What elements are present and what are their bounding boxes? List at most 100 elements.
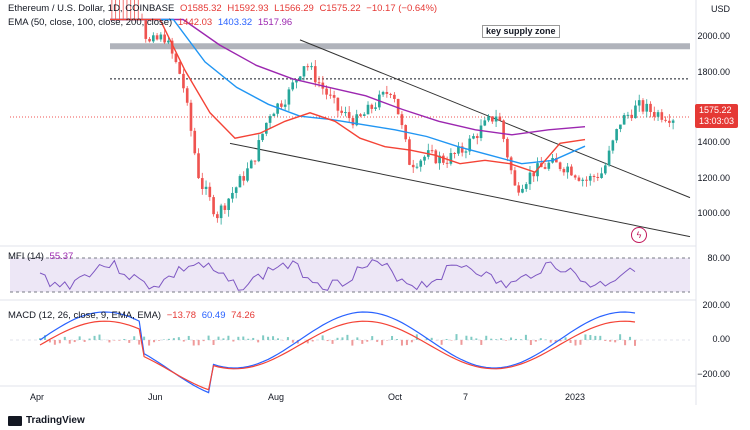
- candle-body: [151, 35, 155, 42]
- last-price: 1575.22: [698, 105, 732, 115]
- candle-body: [423, 156, 426, 161]
- macd-histogram-bar: [614, 340, 617, 343]
- macd-histogram-bar: [629, 336, 632, 340]
- candle-body: [400, 114, 404, 126]
- macd-histogram-bar: [182, 340, 185, 342]
- candle-body: [189, 102, 193, 131]
- candle-body: [182, 73, 185, 89]
- currency-label: USD: [710, 4, 730, 14]
- macd-histogram-bar: [480, 340, 483, 345]
- candle-body: [325, 88, 328, 95]
- candle-body: [212, 197, 215, 215]
- candle-body: [276, 103, 279, 114]
- macd-histogram-bar: [430, 337, 433, 340]
- candle-body: [596, 176, 600, 178]
- candle-body: [603, 165, 607, 174]
- candle-body: [664, 119, 667, 121]
- candle-body: [634, 105, 637, 119]
- candle-body: [464, 151, 468, 153]
- macd-histogram-bar: [559, 340, 562, 342]
- candle-body: [626, 114, 630, 116]
- macd-histogram-bar: [634, 340, 636, 346]
- candle-body: [366, 104, 370, 115]
- candle-body: [622, 115, 626, 125]
- candle-body: [408, 139, 411, 165]
- candle-body: [197, 153, 200, 179]
- price-tick: 1800.00: [697, 67, 730, 77]
- macd-label: MACD (12, 26, close, 9, EMA, EMA): [8, 310, 162, 321]
- price-tick: 1000.00: [697, 208, 730, 218]
- price-tick: 1400.00: [697, 137, 730, 147]
- macd-histogram-bar: [53, 340, 56, 345]
- macd-histogram-bar: [500, 338, 503, 340]
- candle-body: [253, 160, 257, 162]
- candle-body: [204, 186, 208, 189]
- candle-body: [257, 140, 261, 162]
- candle-body: [668, 120, 671, 123]
- candle-body: [570, 166, 573, 176]
- macd-histogram-bar: [133, 336, 136, 340]
- candle-body: [347, 112, 351, 119]
- macd-histogram-bar: [108, 340, 111, 343]
- tradingview-logo[interactable]: TradingView: [8, 415, 85, 426]
- macd-histogram-bar: [177, 337, 180, 340]
- macd-histogram-bar: [515, 338, 517, 340]
- macd-histogram-bar: [574, 340, 577, 346]
- price-tick: 1200.00: [697, 173, 730, 183]
- candle-body: [566, 166, 569, 173]
- macd-histogram-bar: [529, 340, 532, 346]
- macd-histogram-bar: [43, 335, 46, 340]
- x-tick: 2023: [565, 392, 586, 402]
- macd-histogram-bar: [341, 337, 344, 340]
- candle-body: [298, 76, 302, 80]
- macd-histogram-bar: [98, 334, 101, 340]
- candle-body: [159, 34, 163, 40]
- candle-body: [370, 104, 374, 109]
- candle-body: [359, 114, 362, 116]
- candle-body: [381, 91, 385, 95]
- x-tick: Aug: [268, 392, 285, 402]
- macd-histogram-bar: [197, 340, 200, 346]
- ema50-value: 1442.03: [177, 17, 213, 28]
- macd-histogram-bar: [485, 335, 488, 340]
- macd-histogram-bar: [257, 340, 260, 343]
- macd-legend: MACD (12, 26, close, 9, EMA, EMA) −13.78…: [8, 310, 258, 322]
- macd-histogram-bar: [371, 336, 374, 340]
- macd-histogram-bar: [554, 340, 557, 343]
- candle-body: [163, 34, 166, 43]
- candle-body: [317, 82, 321, 84]
- flash-icon[interactable]: ϟ: [631, 227, 647, 243]
- candle-body: [272, 113, 276, 117]
- macd-histogram-bar: [138, 340, 141, 345]
- candle-body: [558, 162, 562, 170]
- macd-histogram-bar: [207, 335, 210, 340]
- candle-body: [475, 136, 479, 139]
- macd-histogram-bar: [83, 340, 86, 342]
- macd-histogram-bar: [366, 340, 369, 342]
- macd-histogram-bar: [187, 335, 190, 340]
- macd-histogram-bar: [172, 338, 175, 340]
- macd-histogram-bar: [539, 338, 542, 340]
- candle-body: [219, 205, 223, 219]
- macd-histogram-bar: [326, 340, 329, 342]
- candle-body: [396, 98, 400, 115]
- macd-histogram-bar: [460, 340, 463, 345]
- candle-body: [291, 82, 295, 90]
- macd-histogram-bar: [237, 336, 240, 340]
- macd-histogram-bar: [48, 340, 51, 343]
- supply-zone-band: [110, 43, 690, 50]
- candle-body: [445, 162, 449, 164]
- macd-histogram-bar: [381, 340, 384, 346]
- candle-body: [517, 185, 521, 193]
- candle-body: [287, 89, 291, 105]
- macd-histogram-bar: [544, 339, 547, 340]
- macd-histogram-bar: [277, 338, 279, 340]
- macd-histogram-bar: [400, 340, 403, 346]
- candle-body: [585, 179, 588, 181]
- candle-body: [524, 184, 528, 189]
- candle-body: [555, 158, 558, 163]
- macd-histogram-bar: [604, 340, 607, 341]
- mfi-value: 55.37: [49, 251, 74, 262]
- candle-body: [246, 168, 249, 181]
